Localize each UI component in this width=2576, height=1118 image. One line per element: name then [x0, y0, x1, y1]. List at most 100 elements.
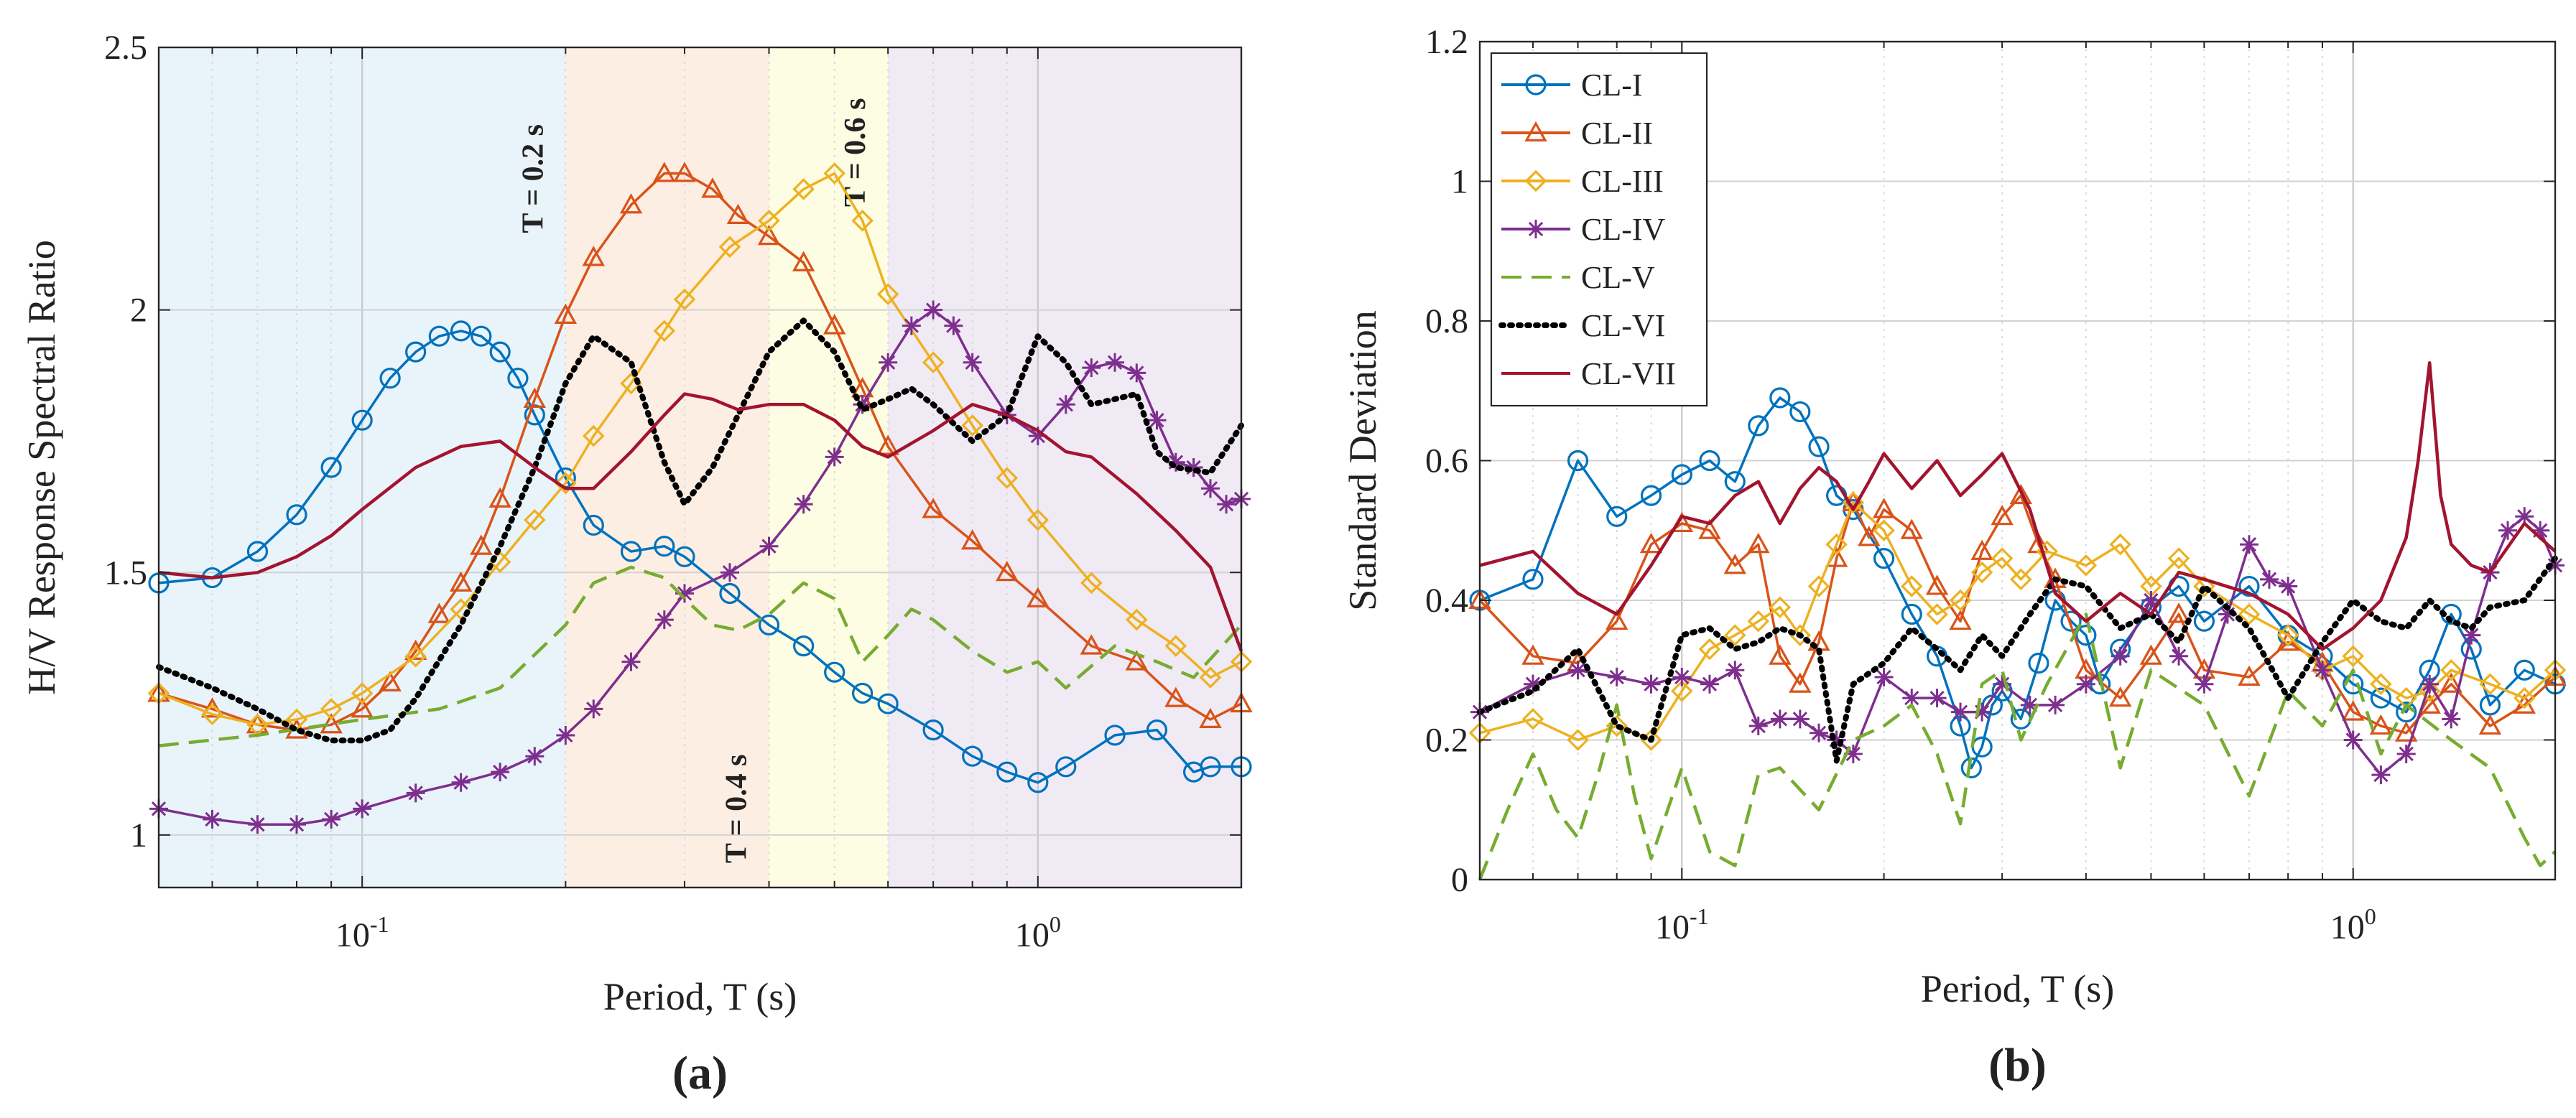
data-point-marker: [726, 203, 750, 224]
data-point-marker: [823, 314, 846, 335]
data-point-marker: [2515, 507, 2534, 526]
panel-letter: (b): [1988, 1039, 2047, 1091]
data-point-marker: [1970, 561, 1993, 584]
y-tick-label: 1.5: [104, 554, 147, 592]
data-point-marker: [2139, 644, 2163, 665]
data-point-marker: [1770, 709, 1789, 729]
data-point-marker: [1106, 353, 1125, 372]
series-cl-vii: [158, 392, 1243, 652]
data-point-marker: [793, 635, 815, 657]
data-point-marker: [1807, 575, 1830, 597]
data-point-marker: [351, 682, 374, 704]
data-point-marker: [794, 495, 813, 514]
data-point-marker: [1747, 532, 1770, 554]
data-point-marker: [1927, 689, 1947, 708]
data-point-marker: [2239, 535, 2258, 554]
data-point-marker: [1639, 532, 1663, 554]
data-point-marker: [582, 246, 605, 266]
data-point-marker: [2418, 693, 2441, 714]
data-point-marker: [701, 177, 724, 198]
y-tick-label: 1: [1451, 163, 1468, 201]
legend: CL-I CL-II CL-III CL-IV CL-V CL-VI CL-VII: [1490, 52, 1708, 407]
axes-box: [157, 46, 1243, 889]
series-line: [156, 317, 1244, 744]
y-tick-label: 2.5: [104, 29, 147, 67]
data-point-marker: [489, 341, 511, 363]
data-point-marker: [583, 514, 604, 536]
data-point-marker: [2238, 575, 2260, 597]
data-point-marker: [792, 251, 815, 271]
series-cl-v: [1478, 612, 2557, 880]
data-point-marker: [718, 236, 741, 258]
data-point-marker: [1789, 401, 1811, 423]
legend-label: CL-III: [1581, 164, 1664, 199]
data-point-marker: [1671, 680, 1693, 702]
data-point-marker: [2010, 568, 2032, 591]
data-point-marker: [1825, 533, 1848, 556]
data-point-marker: [449, 571, 473, 592]
legend-item-cl-iii: CL-III: [1501, 164, 1664, 199]
legend-item-cl-vii: CL-VII: [1501, 356, 1676, 391]
series-line: [158, 565, 1243, 747]
data-point-marker: [2369, 714, 2393, 735]
data-point-marker: [428, 325, 450, 347]
data-point-marker: [1900, 518, 1923, 539]
series-line: [1477, 555, 2558, 764]
data-point-marker: [2514, 659, 2535, 681]
data-point-marker: [405, 341, 427, 363]
data-point-marker: [1970, 539, 1993, 560]
series-line: [158, 172, 1242, 732]
y-tick-label: 1: [130, 816, 147, 854]
series-cl-iii: [1468, 491, 2567, 751]
data-point-marker: [1925, 574, 1949, 595]
data-point-marker: [1808, 436, 1830, 457]
x-tick-labels: 10-1 100: [1655, 903, 2376, 946]
x-tick-base: 10: [2330, 908, 2365, 946]
data-point-marker: [2462, 625, 2481, 645]
data-point-marker: [1827, 730, 1846, 750]
data-point-marker: [824, 661, 845, 683]
y-axis-label: Standard Deviation: [1341, 310, 1384, 610]
data-point-marker: [675, 584, 694, 603]
data-point-marker: [758, 210, 780, 232]
data-point-marker: [1700, 674, 1719, 694]
data-point-marker: [1027, 508, 1050, 531]
data-point-marker: [2370, 687, 2391, 709]
data-point-marker: [1748, 717, 1768, 736]
data-point-marker: [1027, 772, 1049, 793]
data-point-marker: [1217, 495, 1236, 514]
data-point-marker: [1858, 526, 1881, 546]
data-point-marker: [1949, 589, 1972, 612]
data-point-marker: [379, 671, 402, 691]
data-point-marker: [554, 303, 578, 324]
data-point-marker: [1056, 395, 1075, 414]
data-point-marker: [851, 210, 874, 232]
data-point-marker: [2418, 680, 2441, 702]
y-axis-label: H/V Response Spectral Ratio: [20, 240, 63, 694]
data-point-marker: [1521, 708, 1544, 730]
data-point-marker: [1567, 729, 1589, 751]
data-point-marker: [1127, 363, 1146, 383]
data-point-marker: [922, 719, 944, 741]
data-point-marker: [1789, 672, 1812, 693]
legend-item-cl-vi: CL-VI: [1498, 308, 1665, 343]
data-point-marker: [488, 487, 511, 508]
data-point-marker: [2195, 674, 2214, 694]
data-point-marker: [1568, 661, 1588, 680]
data-point-marker: [1524, 121, 1547, 141]
data-point-marker: [1027, 587, 1050, 607]
data-point-marker: [287, 815, 307, 834]
data-point-marker: [2028, 652, 2049, 674]
data-point-marker: [654, 610, 674, 630]
x-tick-base: 10: [335, 916, 370, 954]
data-point-marker: [2513, 686, 2536, 709]
data-point-marker: [471, 325, 492, 347]
data-point-marker: [1949, 609, 1972, 630]
data-point-marker: [2440, 672, 2463, 693]
data-point-marker: [1606, 506, 1628, 527]
y-tick-label: 2: [130, 292, 147, 330]
data-point-marker: [2169, 646, 2189, 666]
data-point-marker: [2109, 533, 2131, 556]
data-point-marker: [1723, 554, 1746, 574]
data-point-marker: [2279, 577, 2298, 596]
